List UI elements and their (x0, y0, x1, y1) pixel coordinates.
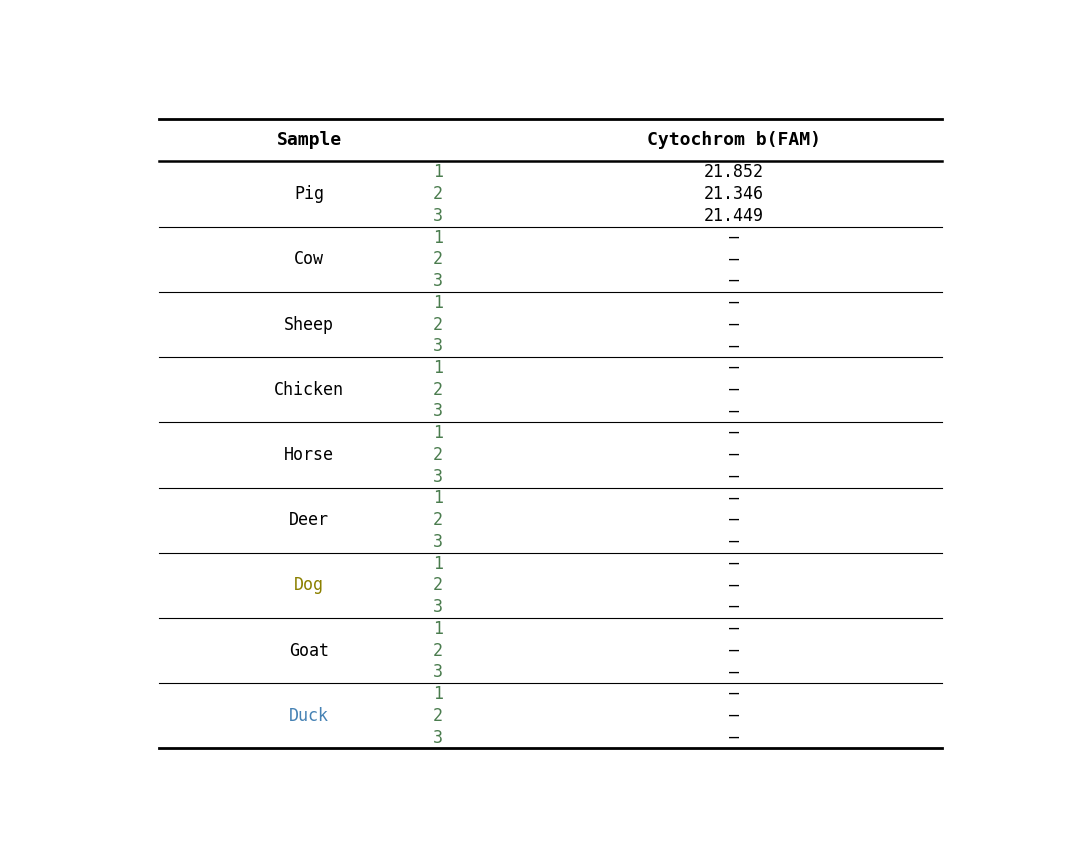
Text: –: – (728, 381, 739, 399)
Text: 3: 3 (433, 532, 444, 551)
Text: 2: 2 (433, 381, 444, 399)
Text: Deer: Deer (289, 511, 329, 529)
Text: –: – (728, 228, 739, 246)
Text: 3: 3 (433, 598, 444, 616)
Text: –: – (728, 707, 739, 725)
Text: –: – (728, 664, 739, 682)
Text: Sheep: Sheep (284, 315, 334, 333)
Text: –: – (728, 577, 739, 595)
Text: 2: 2 (433, 577, 444, 595)
Text: 2: 2 (433, 185, 444, 203)
Text: 2: 2 (433, 511, 444, 529)
Text: 3: 3 (433, 272, 444, 290)
Text: 1: 1 (433, 294, 444, 312)
Text: –: – (728, 337, 739, 355)
Text: –: – (728, 532, 739, 551)
Text: –: – (728, 642, 739, 659)
Text: –: – (728, 555, 739, 573)
Text: –: – (728, 728, 739, 746)
Text: –: – (728, 294, 739, 312)
Text: Sample: Sample (276, 131, 342, 149)
Text: 3: 3 (433, 207, 444, 225)
Text: 1: 1 (433, 620, 444, 638)
Text: 2: 2 (433, 707, 444, 725)
Text: 3: 3 (433, 728, 444, 746)
Text: 21.852: 21.852 (703, 164, 764, 181)
Text: 1: 1 (433, 424, 444, 442)
Text: 1: 1 (433, 228, 444, 246)
Text: Dog: Dog (294, 577, 324, 595)
Text: 21.346: 21.346 (703, 185, 764, 203)
Text: 21.449: 21.449 (703, 207, 764, 225)
Text: –: – (728, 468, 739, 486)
Text: –: – (728, 359, 739, 377)
Text: 3: 3 (433, 468, 444, 486)
Text: 1: 1 (433, 685, 444, 703)
Text: 3: 3 (433, 402, 444, 421)
Text: Duck: Duck (289, 707, 329, 725)
Text: Cow: Cow (294, 250, 324, 268)
Text: 1: 1 (433, 359, 444, 377)
Text: 1: 1 (433, 555, 444, 573)
Text: 2: 2 (433, 446, 444, 464)
Text: –: – (728, 620, 739, 638)
Text: –: – (728, 685, 739, 703)
Text: –: – (728, 598, 739, 616)
Text: Pig: Pig (294, 185, 324, 203)
Text: –: – (728, 402, 739, 421)
Text: 3: 3 (433, 664, 444, 682)
Text: 3: 3 (433, 337, 444, 355)
Text: –: – (728, 511, 739, 529)
Text: –: – (728, 424, 739, 442)
Text: Goat: Goat (289, 642, 329, 659)
Text: Cytochrom b(FAM): Cytochrom b(FAM) (647, 131, 821, 149)
Text: –: – (728, 489, 739, 508)
Text: –: – (728, 315, 739, 333)
Text: –: – (728, 272, 739, 290)
Text: 1: 1 (433, 164, 444, 181)
Text: 2: 2 (433, 250, 444, 268)
Text: –: – (728, 446, 739, 464)
Text: 1: 1 (433, 489, 444, 508)
Text: 2: 2 (433, 642, 444, 659)
Text: Chicken: Chicken (274, 381, 344, 399)
Text: –: – (728, 250, 739, 268)
Text: Horse: Horse (284, 446, 334, 464)
Text: 2: 2 (433, 315, 444, 333)
